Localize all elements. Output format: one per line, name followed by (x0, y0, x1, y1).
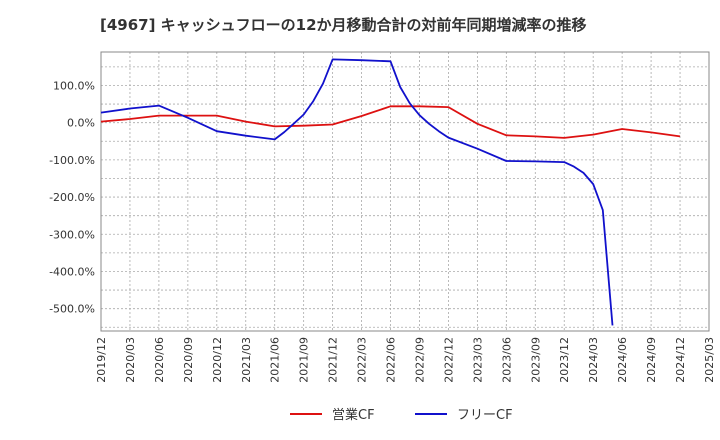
x-tick-label: 2020/09 (182, 337, 195, 383)
x-tick-label: 2022/06 (385, 337, 398, 383)
chart-title: [4967] キャッシュフローの12か月移動合計の対前年同期増減率の推移 (100, 16, 587, 34)
x-tick-label: 2023/12 (558, 337, 571, 383)
x-tick-label: 2020/06 (153, 337, 166, 383)
x-tick-label: 2019/12 (95, 337, 108, 383)
x-tick-label: 2024/03 (587, 337, 600, 383)
x-tick-label: 2022/09 (413, 337, 426, 383)
x-tick-label: 2023/06 (500, 337, 513, 383)
plot-frame (100, 51, 710, 332)
y-tick-label: -200.0% (49, 191, 95, 204)
x-tick-label: 2025/03 (703, 337, 716, 383)
series-line-free-cf (100, 58, 614, 326)
legend-label: フリーCF (457, 408, 513, 423)
y-tick-label: 100.0% (53, 79, 95, 92)
y-tick-label: -300.0% (49, 228, 95, 241)
x-tick-label: 2023/09 (529, 337, 542, 383)
x-tick-label: 2022/03 (356, 337, 369, 383)
x-tick-label: 2020/12 (211, 337, 224, 383)
x-tick-label: 2021/03 (240, 337, 253, 383)
y-tick-label: -500.0% (49, 303, 95, 316)
y-tick-label: 0.0% (67, 117, 95, 130)
x-tick-label: 2024/06 (616, 337, 629, 383)
legend-label: 営業CF (332, 407, 375, 423)
x-tick-label: 2022/12 (442, 337, 455, 383)
x-tick-label: 2023/03 (471, 337, 484, 383)
x-tick-label: 2021/12 (327, 337, 340, 383)
x-tick-label: 2020/03 (124, 337, 137, 383)
y-tick-label: -100.0% (49, 154, 95, 167)
x-tick-label: 2021/06 (269, 337, 282, 383)
y-tick-label: -400.0% (49, 265, 95, 278)
x-tick-label: 2024/09 (645, 337, 658, 383)
x-tick-label: 2021/09 (298, 337, 311, 383)
x-tick-label: 2024/12 (674, 337, 687, 383)
series-line-operating-cf (100, 105, 681, 139)
